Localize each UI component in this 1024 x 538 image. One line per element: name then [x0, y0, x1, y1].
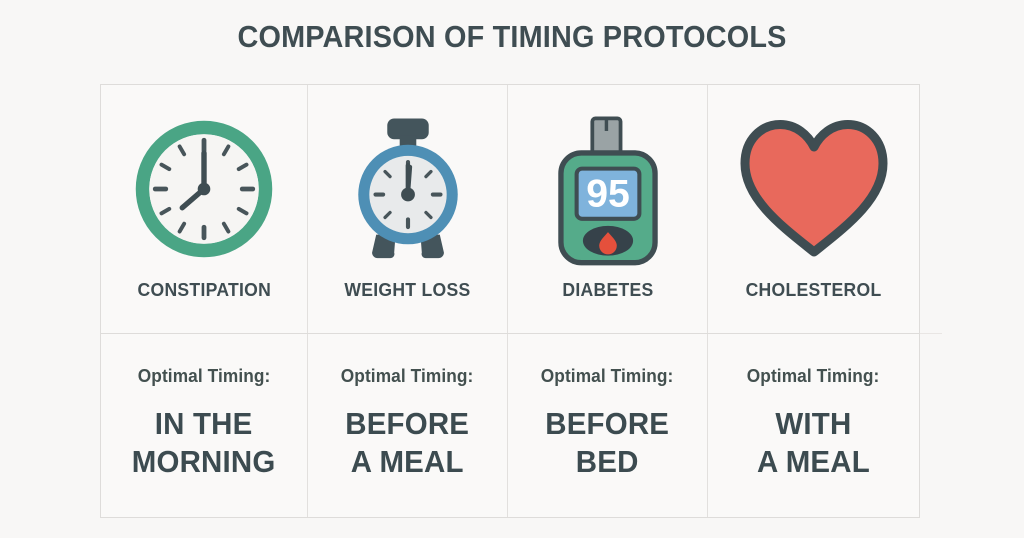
timing-label: Optimal Timing:	[747, 366, 880, 386]
timing-label: Optimal Timing:	[341, 366, 474, 386]
table-row-timing: Optimal Timing: IN THE MORNING Optimal T…	[101, 333, 919, 517]
column-cholesterol: CHOLESTEROL	[708, 85, 919, 333]
timing-value: BEFORE A MEAL	[345, 406, 470, 479]
timing-cell-constipation: Optimal Timing: IN THE MORNING	[101, 334, 308, 517]
timing-cell-cholesterol: Optimal Timing: WITH A MEAL	[708, 334, 919, 517]
heart-icon	[733, 103, 895, 275]
timing-value: IN THE MORNING	[132, 406, 276, 479]
timing-label: Optimal Timing:	[541, 366, 674, 386]
column-diabetes: 95 DIABETES	[508, 85, 708, 333]
column-constipation: CONSTIPATION	[101, 85, 308, 333]
page-title: COMPARISON OF TIMING PROTOCOLS	[237, 19, 787, 54]
condition-label: CONSTIPATION	[137, 279, 271, 300]
table-row-icons: CONSTIPATION	[101, 85, 919, 333]
condition-label: WEIGHT LOSS	[344, 279, 471, 300]
timing-value: BEFORE BED	[545, 406, 670, 479]
timing-label: Optimal Timing:	[137, 366, 271, 386]
timing-cell-diabetes: Optimal Timing: BEFORE BED	[508, 334, 708, 517]
column-weight-loss: WEIGHT LOSS	[308, 85, 508, 333]
comparison-table: CONSTIPATION	[100, 84, 920, 518]
condition-label: DIABETES	[561, 279, 654, 300]
divider-artifact	[920, 333, 942, 334]
timing-cell-weight-loss: Optimal Timing: BEFORE A MEAL	[308, 334, 508, 517]
condition-label: CHOLESTEROL	[745, 279, 882, 300]
wall-clock-icon	[129, 103, 279, 275]
meter-reading: 95	[586, 172, 630, 215]
alarm-clock-icon	[338, 103, 478, 275]
glucose-meter-icon: 95	[548, 103, 668, 275]
timing-value: WITH A MEAL	[757, 406, 870, 479]
